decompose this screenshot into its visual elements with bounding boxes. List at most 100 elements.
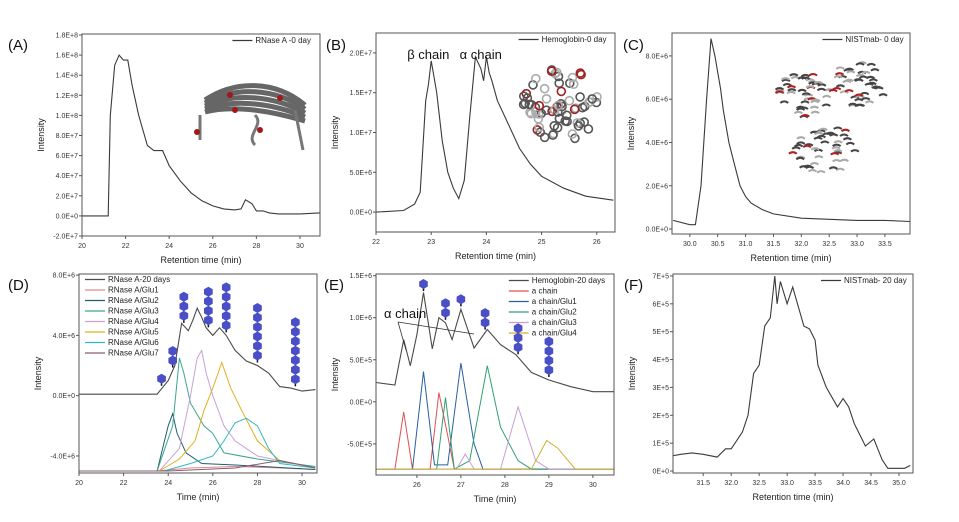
beta-strand	[805, 78, 815, 82]
beta-strand	[878, 93, 888, 97]
glycan-hexose-icon	[544, 336, 554, 347]
protein-structure-inset	[194, 83, 307, 151]
glycan-hexose-icon	[179, 310, 189, 321]
y-tick-label: -4.0E+6	[50, 453, 75, 460]
series-line-0	[672, 38, 910, 226]
y-tick-label: 2.0E+6	[646, 183, 668, 190]
y-tick-label: 7E+5	[652, 273, 669, 280]
panel-label: (E)	[324, 277, 344, 294]
beta-strand	[816, 87, 826, 92]
glycan-hexose-icon	[204, 315, 213, 326]
series-line-5	[79, 360, 316, 472]
beta-strand	[800, 73, 810, 78]
helix-coil	[552, 122, 563, 133]
legend-label: Hemoglobin-0 day	[542, 35, 607, 44]
y-tick-label: 1E+5	[652, 441, 669, 448]
beta-strand	[774, 90, 784, 94]
glycan-stack-icon	[544, 336, 554, 377]
beta-strand	[793, 110, 803, 115]
glycan-hexose-icon	[157, 373, 166, 384]
glycan-hexose-icon	[513, 323, 523, 334]
helix-coil	[569, 104, 580, 115]
panel-label: (D)	[8, 277, 29, 294]
beta-strand	[853, 78, 863, 82]
beta-strand	[809, 105, 819, 110]
glycan-hexose-icon	[291, 317, 300, 328]
glycan-hexose-icon	[441, 307, 450, 318]
glycan-hexose-icon	[253, 322, 262, 332]
y-tick-label: 0.0E+0	[350, 210, 372, 217]
glycan-hexose-icon	[204, 296, 213, 307]
beta-strand	[822, 132, 832, 136]
y-axis-title: Intensity	[330, 357, 340, 391]
helix-coil	[541, 94, 552, 104]
series-line-5	[376, 439, 614, 470]
glycan-hexose-icon	[544, 355, 554, 366]
modified-residue	[277, 95, 283, 101]
x-tick-label: 24	[482, 239, 490, 246]
annotation-label: β chain	[407, 47, 449, 62]
series-line-4	[79, 349, 316, 472]
glycan-stack-icon	[480, 308, 490, 330]
x-tick-label: 29	[545, 482, 553, 489]
glycan-hexose-icon	[253, 350, 262, 361]
beta-strand	[860, 91, 870, 96]
y-tick-label: 6.0E+7	[56, 153, 78, 160]
beta-strand	[816, 170, 826, 174]
legend-label: Hemoglobin-20 days	[532, 276, 605, 285]
beta-strand	[786, 85, 797, 89]
helix-coil	[575, 68, 586, 78]
x-tick-label: 26	[209, 243, 217, 250]
modified-residue	[194, 129, 200, 135]
helix-coil	[567, 129, 578, 139]
helix-coil	[552, 107, 563, 117]
beta-strand	[845, 141, 855, 146]
x-tick-label: 33.0	[780, 480, 794, 487]
glycan-hexose-icon	[419, 279, 428, 289]
legend-label: RNase A/Glu1	[108, 286, 159, 295]
helix-coil	[573, 121, 584, 131]
glycan-hexose-icon	[441, 298, 450, 309]
y-tick-label: 0.0E+0	[646, 227, 668, 234]
beta-strand	[844, 78, 854, 83]
annotation-pointer	[397, 321, 407, 351]
panel-label: (C)	[623, 37, 644, 54]
helix-coil	[546, 66, 557, 76]
legend-label: RNase A/Glu6	[108, 338, 159, 347]
helix-coil	[564, 78, 575, 88]
legend-label: a chain/Glu2	[532, 308, 577, 317]
x-tick-label: 26	[413, 482, 421, 489]
glycan-hexose-icon	[291, 364, 300, 375]
beta-strand	[810, 100, 820, 104]
x-tick-label: 20	[75, 480, 83, 487]
beta-strand	[835, 84, 845, 88]
helix-coil	[533, 114, 544, 124]
glycan-hexose-icon	[179, 301, 189, 312]
beta-strand	[803, 164, 813, 168]
glycan-stack-icon	[291, 317, 300, 387]
beta-strand	[835, 167, 845, 172]
beta-strand	[774, 87, 785, 91]
series-line-3	[376, 365, 614, 470]
chart-panel-a: 20 22 24 26 28 30 -2.0E+7 0.0E+0 2.0E+7 4.0E+7 6.0…	[8, 33, 321, 265]
x-tick-label: 22	[122, 243, 130, 250]
beta-strand	[833, 75, 843, 79]
series-line-0	[82, 54, 320, 217]
series-line-6	[79, 417, 316, 472]
y-tick-label: 4.0E+6	[53, 333, 75, 340]
beta-strand	[817, 83, 827, 87]
helix-coil	[564, 95, 575, 106]
y-axis-title: Intensity	[36, 118, 46, 152]
series-line-2	[79, 412, 316, 472]
glycan-hexose-icon	[179, 291, 189, 302]
y-tick-label: 1.4E+8	[56, 73, 78, 80]
beta-strand	[833, 149, 843, 153]
beta-strand	[800, 114, 810, 118]
beta-strand	[854, 93, 864, 97]
legend-label: RNase A/Glu4	[108, 317, 159, 326]
plot-frame	[81, 33, 321, 237]
x-tick-label: 31.5	[696, 480, 710, 487]
helix-coil	[539, 83, 550, 94]
